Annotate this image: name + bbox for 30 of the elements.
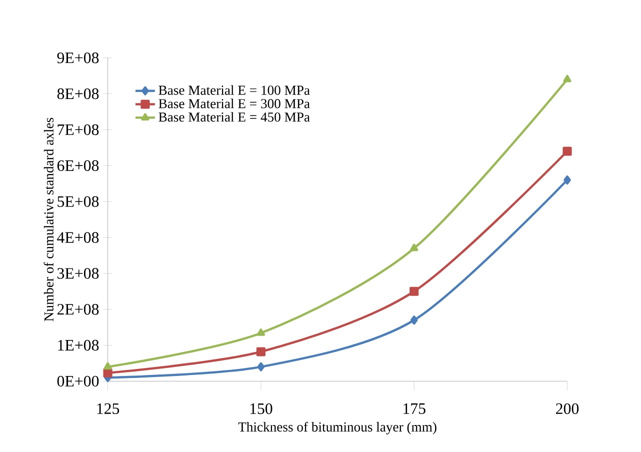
x-tick-label: 125	[97, 404, 120, 414]
point	[103, 368, 112, 378]
y-tick-label: 9E+08	[57, 52, 99, 64]
x-tick-label: 200	[556, 404, 579, 414]
point	[256, 328, 266, 336]
point	[562, 146, 572, 156]
point	[104, 362, 112, 370]
x-axis-title: Thickness of bituminous layer (mm)	[238, 422, 436, 435]
y-tick-label: 3E+08	[58, 268, 99, 280]
y-tick-label: 4E+08	[57, 232, 99, 244]
y-tick-label: 7E+08	[58, 124, 99, 136]
y-tick-label: 0E+00	[57, 376, 99, 387]
point	[564, 176, 571, 185]
point	[410, 316, 418, 325]
point	[410, 244, 418, 252]
point	[257, 362, 265, 372]
y-axis-title: Number of cumulative standard axles	[44, 118, 54, 322]
legend-label: Base Material E = 300 MPa	[158, 98, 310, 108]
y-tick-label: 2E+08	[57, 304, 99, 315]
x-tick-label: 175	[404, 404, 426, 414]
point	[256, 347, 266, 357]
y-tick-label: 5E+08	[58, 196, 99, 208]
point	[410, 287, 419, 296]
y-tick-label: 1E+08	[58, 340, 99, 351]
legend-label: Base Material E = 450 MPa	[158, 112, 310, 122]
x-tick-label: 150	[250, 404, 272, 414]
y-tick-label: 8E+08	[57, 88, 99, 100]
point	[563, 75, 572, 82]
y-tick-label: 6E+08	[57, 160, 99, 172]
legend-label: Base Material E = 100 MPa	[158, 85, 310, 96]
